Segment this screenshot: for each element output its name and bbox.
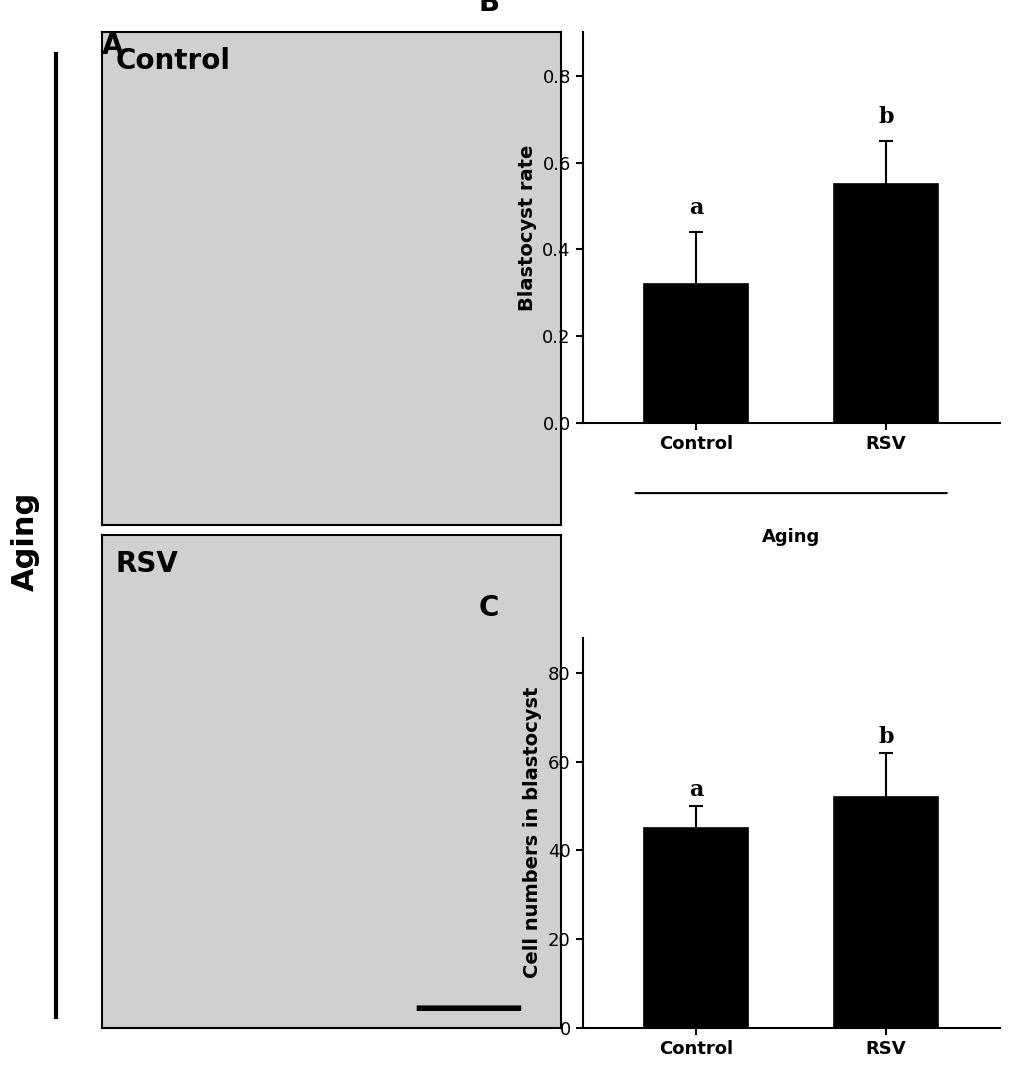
Text: Aging: Aging	[761, 528, 819, 546]
Y-axis label: Cell numbers in blastocyst: Cell numbers in blastocyst	[523, 687, 542, 978]
Bar	[833, 797, 937, 1028]
Text: a: a	[689, 197, 703, 219]
Text: a: a	[689, 779, 703, 801]
Text: A: A	[102, 32, 123, 61]
Bar	[644, 285, 748, 423]
Text: Aging: Aging	[11, 491, 40, 591]
Text: B: B	[478, 0, 499, 17]
Text: b: b	[877, 106, 893, 128]
Bar	[833, 184, 937, 423]
Text: RSV: RSV	[115, 550, 178, 578]
Text: b: b	[877, 726, 893, 748]
Text: Control: Control	[115, 48, 230, 76]
Text: C: C	[478, 594, 498, 622]
Y-axis label: Blastocyst rate: Blastocyst rate	[518, 145, 536, 311]
Bar	[644, 829, 748, 1028]
